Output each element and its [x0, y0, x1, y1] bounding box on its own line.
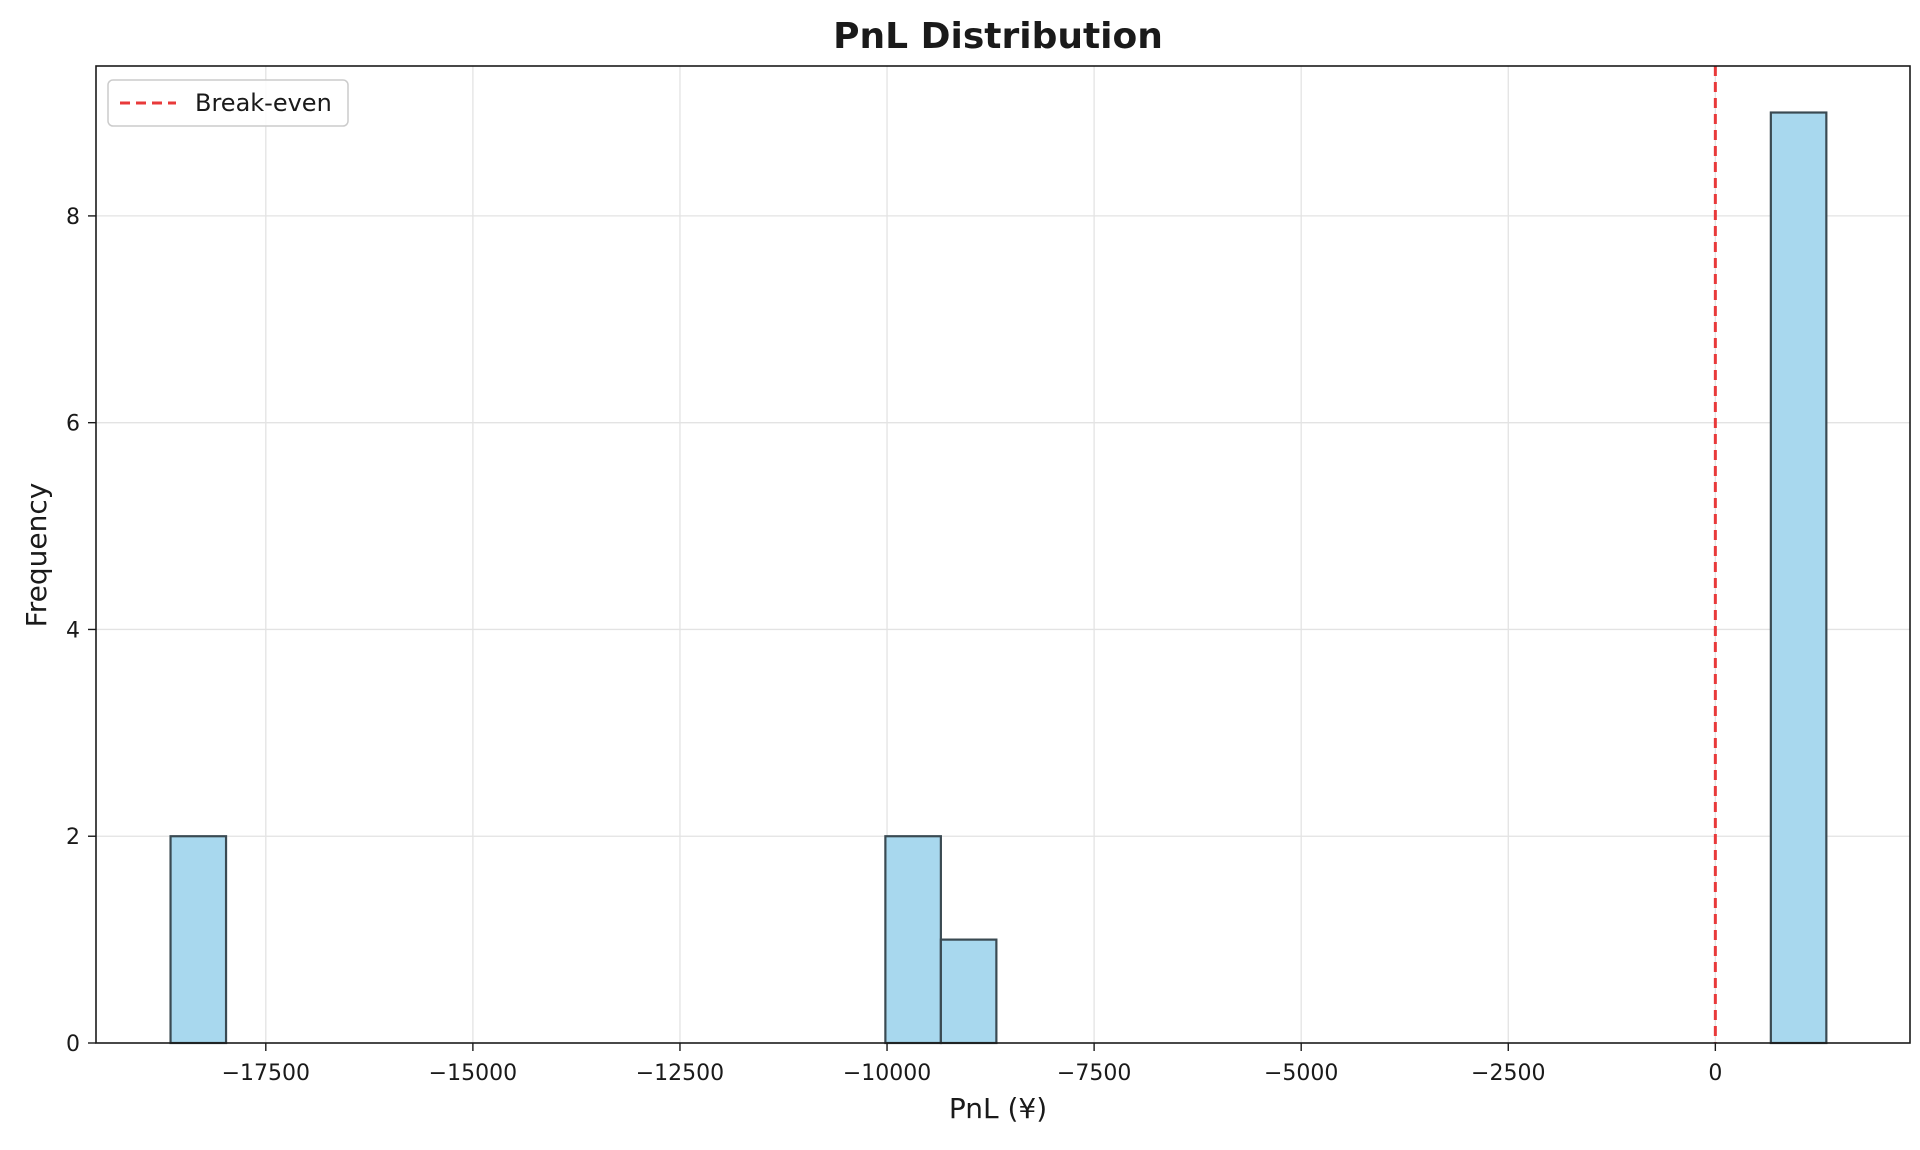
y-axis-label: Frequency	[20, 483, 53, 628]
y-tick-label: 8	[66, 205, 80, 230]
x-tick-label: −15000	[429, 1061, 517, 1086]
y-tick-label: 0	[66, 1032, 80, 1057]
y-tick-label: 2	[66, 825, 80, 850]
histogram-bar	[169, 835, 228, 1045]
legend-label-break-even: Break-even	[195, 89, 332, 117]
x-tick-label: −7500	[1057, 1061, 1131, 1086]
bars-layer	[169, 111, 1828, 1045]
y-tick-label: 6	[66, 412, 80, 437]
x-axis-label: PnL (¥)	[949, 1092, 1047, 1125]
chart-title: PnL Distribution	[833, 16, 1163, 57]
ticks-layer: −17500 −15000 −12500 −10000 −7500 −5000 −2500 0…	[66, 205, 1722, 1086]
histogram-bar	[939, 938, 998, 1045]
histogram-bar	[884, 835, 942, 1045]
x-tick-label: 0	[1708, 1061, 1722, 1086]
x-tick-label: −17500	[222, 1061, 310, 1086]
x-tick-label: −12500	[636, 1061, 724, 1086]
x-tick-label: −2500	[1471, 1061, 1545, 1086]
y-tick-label: 4	[66, 618, 80, 643]
legend-box	[107, 79, 349, 127]
x-tick-label: −5000	[1264, 1061, 1338, 1086]
plot-frame	[95, 65, 1911, 1044]
legend: Break-even	[107, 79, 349, 127]
x-tick-label: −10000	[843, 1061, 931, 1086]
histogram-bar	[1769, 111, 1828, 1045]
